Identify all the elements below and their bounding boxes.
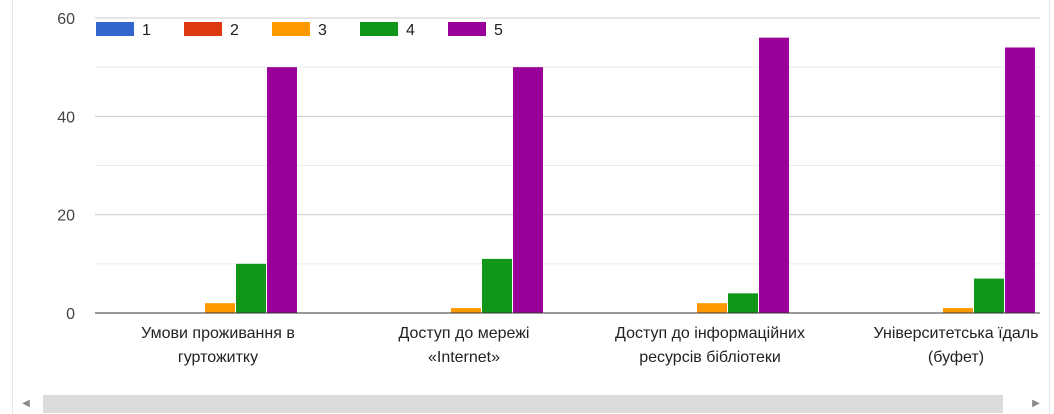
bar-3-3 (697, 303, 727, 313)
y-tick-label: 20 (57, 208, 75, 225)
y-axis-ticks: 0 20 40 60 (57, 11, 75, 323)
y-tick-label: 40 (57, 109, 75, 126)
legend-label-1: 1 (142, 22, 151, 39)
x-tick-label: гуртожитку (178, 349, 258, 366)
x-tick-label: Доступ до мережі (399, 325, 530, 342)
x-tick-label: (буфет) (928, 349, 984, 366)
legend-swatch-5 (448, 22, 486, 36)
legend-label-5: 5 (494, 22, 503, 39)
scroll-thumb[interactable] (43, 395, 1003, 413)
bar-5-1 (267, 67, 297, 314)
legend-label-2: 2 (230, 22, 239, 39)
gridlines (95, 17, 1040, 265)
x-tick-label: «Internet» (428, 349, 500, 366)
bar-4-3 (728, 293, 758, 313)
legend-swatch-4 (360, 22, 398, 36)
horizontal-scrollbar[interactable]: ◀ ▶ (13, 394, 1049, 414)
bar-series (205, 37, 1035, 314)
legend: 1 2 3 4 5 (96, 22, 503, 39)
x-tick-label: ресурсів бібліотеки (639, 349, 781, 366)
x-axis-labels: Умови проживання в гуртожитку Доступ до ме… (141, 325, 1038, 366)
legend-swatch-3 (272, 22, 310, 36)
bar-5-3 (759, 37, 789, 314)
legend-label-4: 4 (406, 22, 415, 39)
bar-4-4 (974, 278, 1004, 313)
bar-5-4 (1005, 47, 1035, 313)
x-tick-label: Умови проживання в (141, 325, 295, 342)
y-tick-label: 0 (66, 306, 75, 323)
scroll-left-icon[interactable]: ◀ (22, 398, 30, 409)
bar-5-2 (513, 67, 543, 314)
legend-label-3: 3 (318, 22, 327, 39)
bar-3-4 (943, 308, 973, 313)
bar-4-1 (236, 263, 266, 313)
bar-chart: 0 20 40 60 Умови проживання в гуртожитку Дост… (57, 11, 1040, 366)
legend-swatch-1 (96, 22, 134, 36)
y-tick-label: 60 (57, 11, 75, 28)
legend-swatch-2 (184, 22, 222, 36)
bar-3-2 (451, 308, 481, 313)
bar-4-2 (482, 258, 512, 313)
bar-3-1 (205, 303, 235, 313)
x-tick-label: Доступ до інформаційних (615, 325, 805, 342)
x-tick-label: Університетська їдаль (874, 325, 1039, 342)
scroll-right-icon[interactable]: ▶ (1032, 398, 1040, 409)
